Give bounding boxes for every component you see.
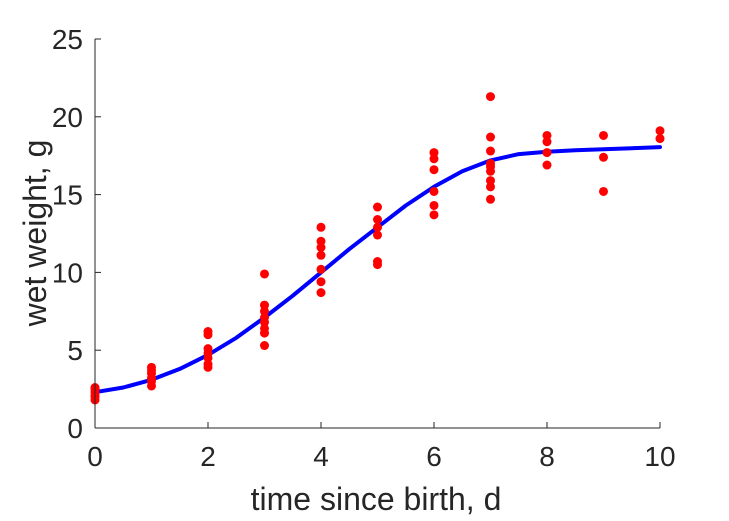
data-point: [373, 222, 382, 232]
fit-curve-line: [93, 145, 662, 395]
y-axis-label: wet weight, g: [17, 140, 53, 328]
data-point: [486, 132, 495, 142]
x-axis-label: time since birth, d: [251, 481, 502, 517]
data-point: [429, 200, 439, 210]
data-point: [316, 288, 326, 298]
data-point: [486, 146, 495, 156]
data-point: [486, 182, 495, 192]
x-tick-label: 6: [426, 441, 442, 472]
x-tick-label: 0: [87, 441, 103, 472]
data-point: [486, 158, 495, 168]
data-point: [260, 341, 269, 351]
data-point: [599, 130, 608, 140]
data-point: [373, 230, 382, 240]
data-point: [599, 152, 608, 162]
x-tick-label: 2: [200, 441, 216, 472]
data-point: [542, 130, 552, 140]
y-tick-label: 10: [52, 257, 83, 288]
data-point: [316, 277, 326, 287]
y-tick-label: 25: [52, 24, 83, 55]
x-tick-label: 8: [539, 441, 555, 472]
data-point: [542, 160, 552, 170]
axes: 0 2 4 6 8 10 0 5 10 15 20 25: [52, 24, 676, 472]
data-point: [429, 186, 439, 196]
x-tick-label: 4: [313, 441, 329, 472]
data-point: [203, 359, 213, 369]
data-point: [429, 154, 439, 164]
data-point: [373, 202, 382, 212]
y-tick-label: 20: [52, 102, 83, 133]
data-point: [486, 176, 495, 186]
data-point: [260, 269, 269, 279]
data-point: [542, 148, 552, 158]
plot-area: [90, 92, 665, 405]
data-point: [429, 165, 439, 175]
data-point: [316, 264, 326, 274]
data-point: [599, 186, 608, 196]
data-point: [147, 362, 156, 372]
data-point: [429, 210, 439, 220]
data-point: [486, 194, 495, 204]
data-point: [260, 323, 269, 333]
data-point: [373, 214, 382, 224]
x-tick-label: 10: [644, 441, 675, 472]
data-point: [373, 257, 382, 267]
data-point: [260, 306, 269, 316]
data-point: [655, 126, 665, 136]
data-point: [429, 148, 439, 158]
data-point: [260, 300, 269, 310]
data-point: [542, 137, 552, 147]
data-point: [203, 344, 213, 354]
y-tick-label: 15: [52, 180, 83, 211]
data-point: [316, 243, 326, 253]
data-point: [486, 92, 495, 102]
y-tick-label: 0: [67, 413, 83, 444]
data-point: [655, 134, 665, 144]
data-point: [316, 222, 326, 232]
data-point: [316, 250, 326, 260]
data-point: [203, 327, 213, 337]
y-tick-label: 5: [67, 335, 83, 366]
data-point: [316, 236, 326, 246]
data-point: [260, 313, 269, 323]
